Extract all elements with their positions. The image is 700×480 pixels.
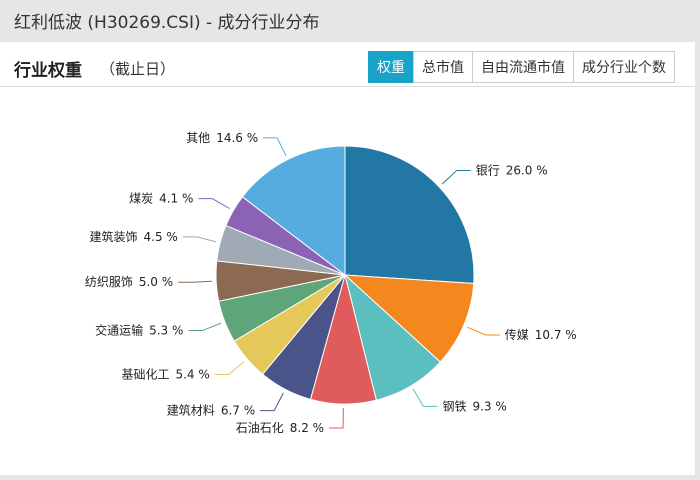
slice-label: 钢铁 9.3 %	[442, 399, 506, 413]
slice-label: 石油石化 8.2 %	[236, 420, 324, 434]
panel: 行业权重 （截止日） 权重 总市值 自由流通市值 成分行业个数 银行 26.0 % 传媒 1…	[0, 42, 695, 475]
leader-line	[214, 361, 245, 376]
leader-line	[441, 169, 471, 185]
category-label: 钢铁	[442, 399, 466, 413]
category-label: 煤炭	[129, 191, 153, 205]
slice-label: 其他 14.6 %	[186, 130, 258, 144]
leader-line	[467, 326, 500, 336]
category-label: 其他	[186, 130, 210, 144]
value-label: 5.4 %	[175, 367, 209, 381]
tab-bar: 权重 总市值 自由流通市值 成分行业个数	[368, 51, 675, 83]
slice-label: 传媒 10.7 %	[505, 326, 577, 341]
category-label: 建筑装饰	[89, 228, 137, 243]
category-label: 石油石化	[236, 420, 284, 434]
value-label: 5.3 %	[149, 323, 183, 337]
slice-label: 基础化工 5.4 %	[121, 367, 209, 381]
slice-label: 银行 26.0 %	[476, 163, 548, 177]
divider	[0, 86, 695, 87]
leader-line	[182, 236, 217, 243]
value-label: 9.3 %	[472, 399, 506, 413]
category-label: 基础化工	[121, 367, 169, 381]
panel-subtitle: （截止日）	[100, 60, 176, 78]
category-label: 传媒	[505, 326, 529, 341]
value-label: 5.0 %	[139, 275, 173, 289]
chart: 银行 26.0 % 传媒 10.7 % 钢铁 9.3 % 石油石化 8.2 % 建筑材料 6.7 …	[85, 130, 577, 434]
value-label: 4.5 %	[144, 229, 178, 243]
value-label: 6.7 %	[221, 403, 255, 417]
panel-title: 行业权重	[14, 61, 82, 81]
slice-label: 建筑材料 6.7 %	[167, 402, 255, 417]
tab[interactable]: 权重	[368, 51, 414, 83]
leader-line	[188, 322, 222, 332]
slice-label: 煤炭 4.1 %	[129, 191, 193, 205]
category-label: 建筑材料	[167, 402, 215, 417]
category-label: 交通运输	[95, 322, 143, 337]
tab[interactable]: 自由流通市值	[472, 51, 574, 83]
value-label: 8.2 %	[290, 420, 324, 434]
pie-slice	[344, 145, 475, 285]
leader-line	[329, 407, 344, 429]
pie-slice	[241, 145, 346, 277]
value-label: 4.1 %	[159, 191, 193, 205]
tab[interactable]: 总市值	[413, 51, 473, 83]
tab[interactable]: 成分行业个数	[573, 51, 675, 83]
slice-label: 交通运输 5.3 %	[95, 322, 183, 337]
value-label: 26.0 %	[506, 163, 548, 177]
leader-line	[263, 137, 287, 157]
leader-line	[178, 280, 213, 283]
value-label: 10.7 %	[535, 327, 577, 341]
category-label: 纺织服饰	[85, 275, 133, 289]
leader-line	[260, 392, 284, 412]
pie-slice	[343, 274, 475, 363]
page-title: 红利低波 (H30269.CSI) - 成分行业分布	[14, 13, 320, 33]
category-label: 银行	[476, 163, 500, 177]
leader-line	[412, 388, 438, 407]
leader-line	[198, 198, 230, 210]
value-label: 14.6 %	[216, 130, 258, 144]
slice-label: 纺织服饰 5.0 %	[85, 275, 173, 289]
slice-label: 建筑装饰 4.5 %	[89, 228, 177, 243]
